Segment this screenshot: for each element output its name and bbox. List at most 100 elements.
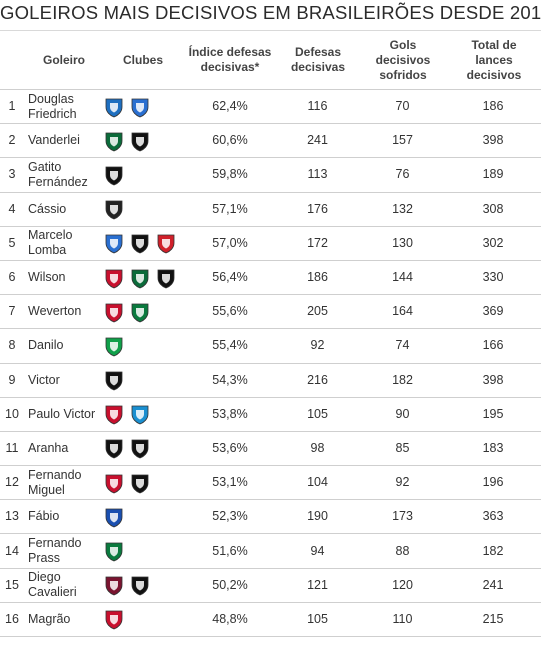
defesas-value: 121: [307, 577, 328, 592]
gols-value: 157: [392, 133, 413, 148]
gols-value: 76: [395, 167, 410, 182]
gols-value: 132: [392, 201, 413, 216]
total-value: 186: [482, 99, 504, 114]
defesas-value: 104: [307, 475, 328, 490]
gols-value: 85: [395, 440, 410, 455]
gols-value: 144: [392, 270, 413, 285]
avai-crest-icon: [105, 98, 123, 118]
goalkeeper-name: Fábio: [28, 509, 60, 524]
index-value: 54,3%: [212, 372, 248, 387]
goalkeeper-name: Gatito Fernández: [28, 159, 88, 189]
index-value: 60,6%: [212, 133, 248, 148]
clubs-cell: [103, 603, 183, 636]
atletico-mg-crest-icon: [157, 269, 175, 288]
rank-cell: 13: [5, 509, 19, 524]
header-clubes: Clubes: [122, 52, 163, 67]
rank-cell: 5: [8, 235, 16, 250]
sport-crest-icon: [105, 611, 123, 630]
goalkeeper-name: Vanderlei: [28, 133, 80, 148]
rank-cell: 3: [8, 167, 16, 182]
internacional-crest-icon: [157, 234, 175, 254]
clubs-cell: [103, 261, 183, 294]
total-value: 302: [482, 235, 504, 250]
index-value: 56,4%: [212, 270, 248, 285]
total-value: 308: [482, 201, 504, 216]
clubs-cell: [103, 398, 183, 431]
rank-cell: 9: [8, 372, 16, 387]
defesas-value: 92: [310, 338, 325, 353]
table-row: 11 Aranha 53,6% 98 85 183: [0, 432, 541, 467]
cruzeiro-crest-icon: [105, 508, 123, 528]
goalkeeper-name: Aranha: [28, 440, 69, 455]
botafogo-crest-icon: [105, 166, 123, 186]
gols-value: 74: [395, 338, 410, 353]
rank-cell: 16: [5, 611, 19, 626]
total-value: 183: [482, 440, 504, 455]
gremio-crest-icon: [131, 405, 149, 425]
table-row: 9 Victor 54,3% 216 182 398: [0, 364, 541, 398]
total-value: 241: [482, 577, 504, 592]
defesas-value: 94: [310, 543, 325, 558]
clubs-cell: [103, 569, 183, 602]
rank-cell: 2: [8, 133, 16, 148]
index-value: 53,8%: [212, 406, 248, 421]
header-total: Total de lances decisivos: [466, 37, 522, 82]
clubs-cell: [103, 90, 183, 123]
vitoria-crest-icon: [105, 474, 123, 494]
index-value: 53,1%: [212, 475, 248, 490]
table-row: 7 Weverton 55,6% 205 164 369: [0, 295, 541, 330]
total-value: 189: [482, 167, 504, 182]
clubs-cell: [103, 193, 183, 226]
header-goleiro: Goleiro: [42, 52, 85, 67]
table-row: 12 Fernando Miguel 53,1% 104 92 196: [0, 466, 541, 501]
index-value: 48,8%: [212, 611, 248, 626]
goalkeeper-name: Fernando Prass: [28, 536, 82, 566]
palmeiras-crest-icon: [131, 303, 149, 323]
defesas-value: 186: [307, 270, 328, 285]
total-value: 215: [482, 611, 504, 626]
header-gols: Gols decisivos sofridos: [375, 37, 431, 82]
rank-cell: 7: [8, 304, 16, 319]
clubs-cell: [103, 500, 183, 533]
table-row: 14 Fernando Prass 51,6% 94 88 182: [0, 534, 541, 569]
defesas-value: 113: [307, 167, 328, 182]
index-value: 59,8%: [212, 167, 248, 182]
header-indice: Índice defesas decisivas*: [188, 45, 272, 74]
gols-value: 92: [395, 475, 410, 490]
total-value: 398: [482, 372, 504, 387]
total-value: 363: [482, 509, 504, 524]
index-value: 52,3%: [212, 509, 248, 524]
defesas-value: 190: [307, 509, 328, 524]
table-row: 4 Cássio 57,1% 176 132 308: [0, 193, 541, 227]
total-value: 398: [482, 133, 504, 148]
coritiba-crest-icon: [105, 132, 123, 152]
chapecoense-crest-icon: [105, 337, 123, 357]
index-value: 53,6%: [212, 440, 248, 455]
total-value: 182: [482, 543, 504, 558]
clubs-cell: [103, 295, 183, 328]
table-row: 16 Magrão 48,8% 105 110 215: [0, 603, 541, 637]
gols-value: 130: [392, 235, 413, 250]
rank-cell: 8: [8, 338, 16, 353]
table-row: 15 Diego Cavalieri 50,2% 121 120 241: [0, 569, 541, 603]
total-value: 369: [482, 304, 504, 319]
rank-cell: 1: [8, 99, 16, 114]
table-header: Goleiro Clubes Índice defesas decisivas*…: [0, 30, 541, 90]
santos-crest-icon: [131, 440, 149, 459]
defesas-value: 98: [310, 440, 325, 455]
defesas-value: 176: [307, 201, 328, 216]
table-row: 10 Paulo Victor 53,8% 105 90 195: [0, 398, 541, 432]
gols-value: 164: [392, 304, 413, 319]
gols-value: 90: [395, 406, 410, 421]
defesas-value: 105: [307, 611, 328, 626]
gols-value: 70: [395, 99, 410, 114]
gols-value: 88: [395, 543, 410, 558]
rank-cell: 6: [8, 270, 16, 285]
vasco-crest-icon: [131, 474, 149, 494]
athletico-pr-crest-icon: [105, 303, 123, 323]
goalkeeper-name: Diego Cavalieri: [28, 570, 77, 600]
goalkeeper-name: Paulo Victor: [28, 406, 96, 421]
rank-cell: 14: [5, 543, 19, 558]
defesas-value: 205: [307, 304, 328, 319]
table-row: 5 Marcelo Lomba 57,0% 172 130 302: [0, 227, 541, 261]
